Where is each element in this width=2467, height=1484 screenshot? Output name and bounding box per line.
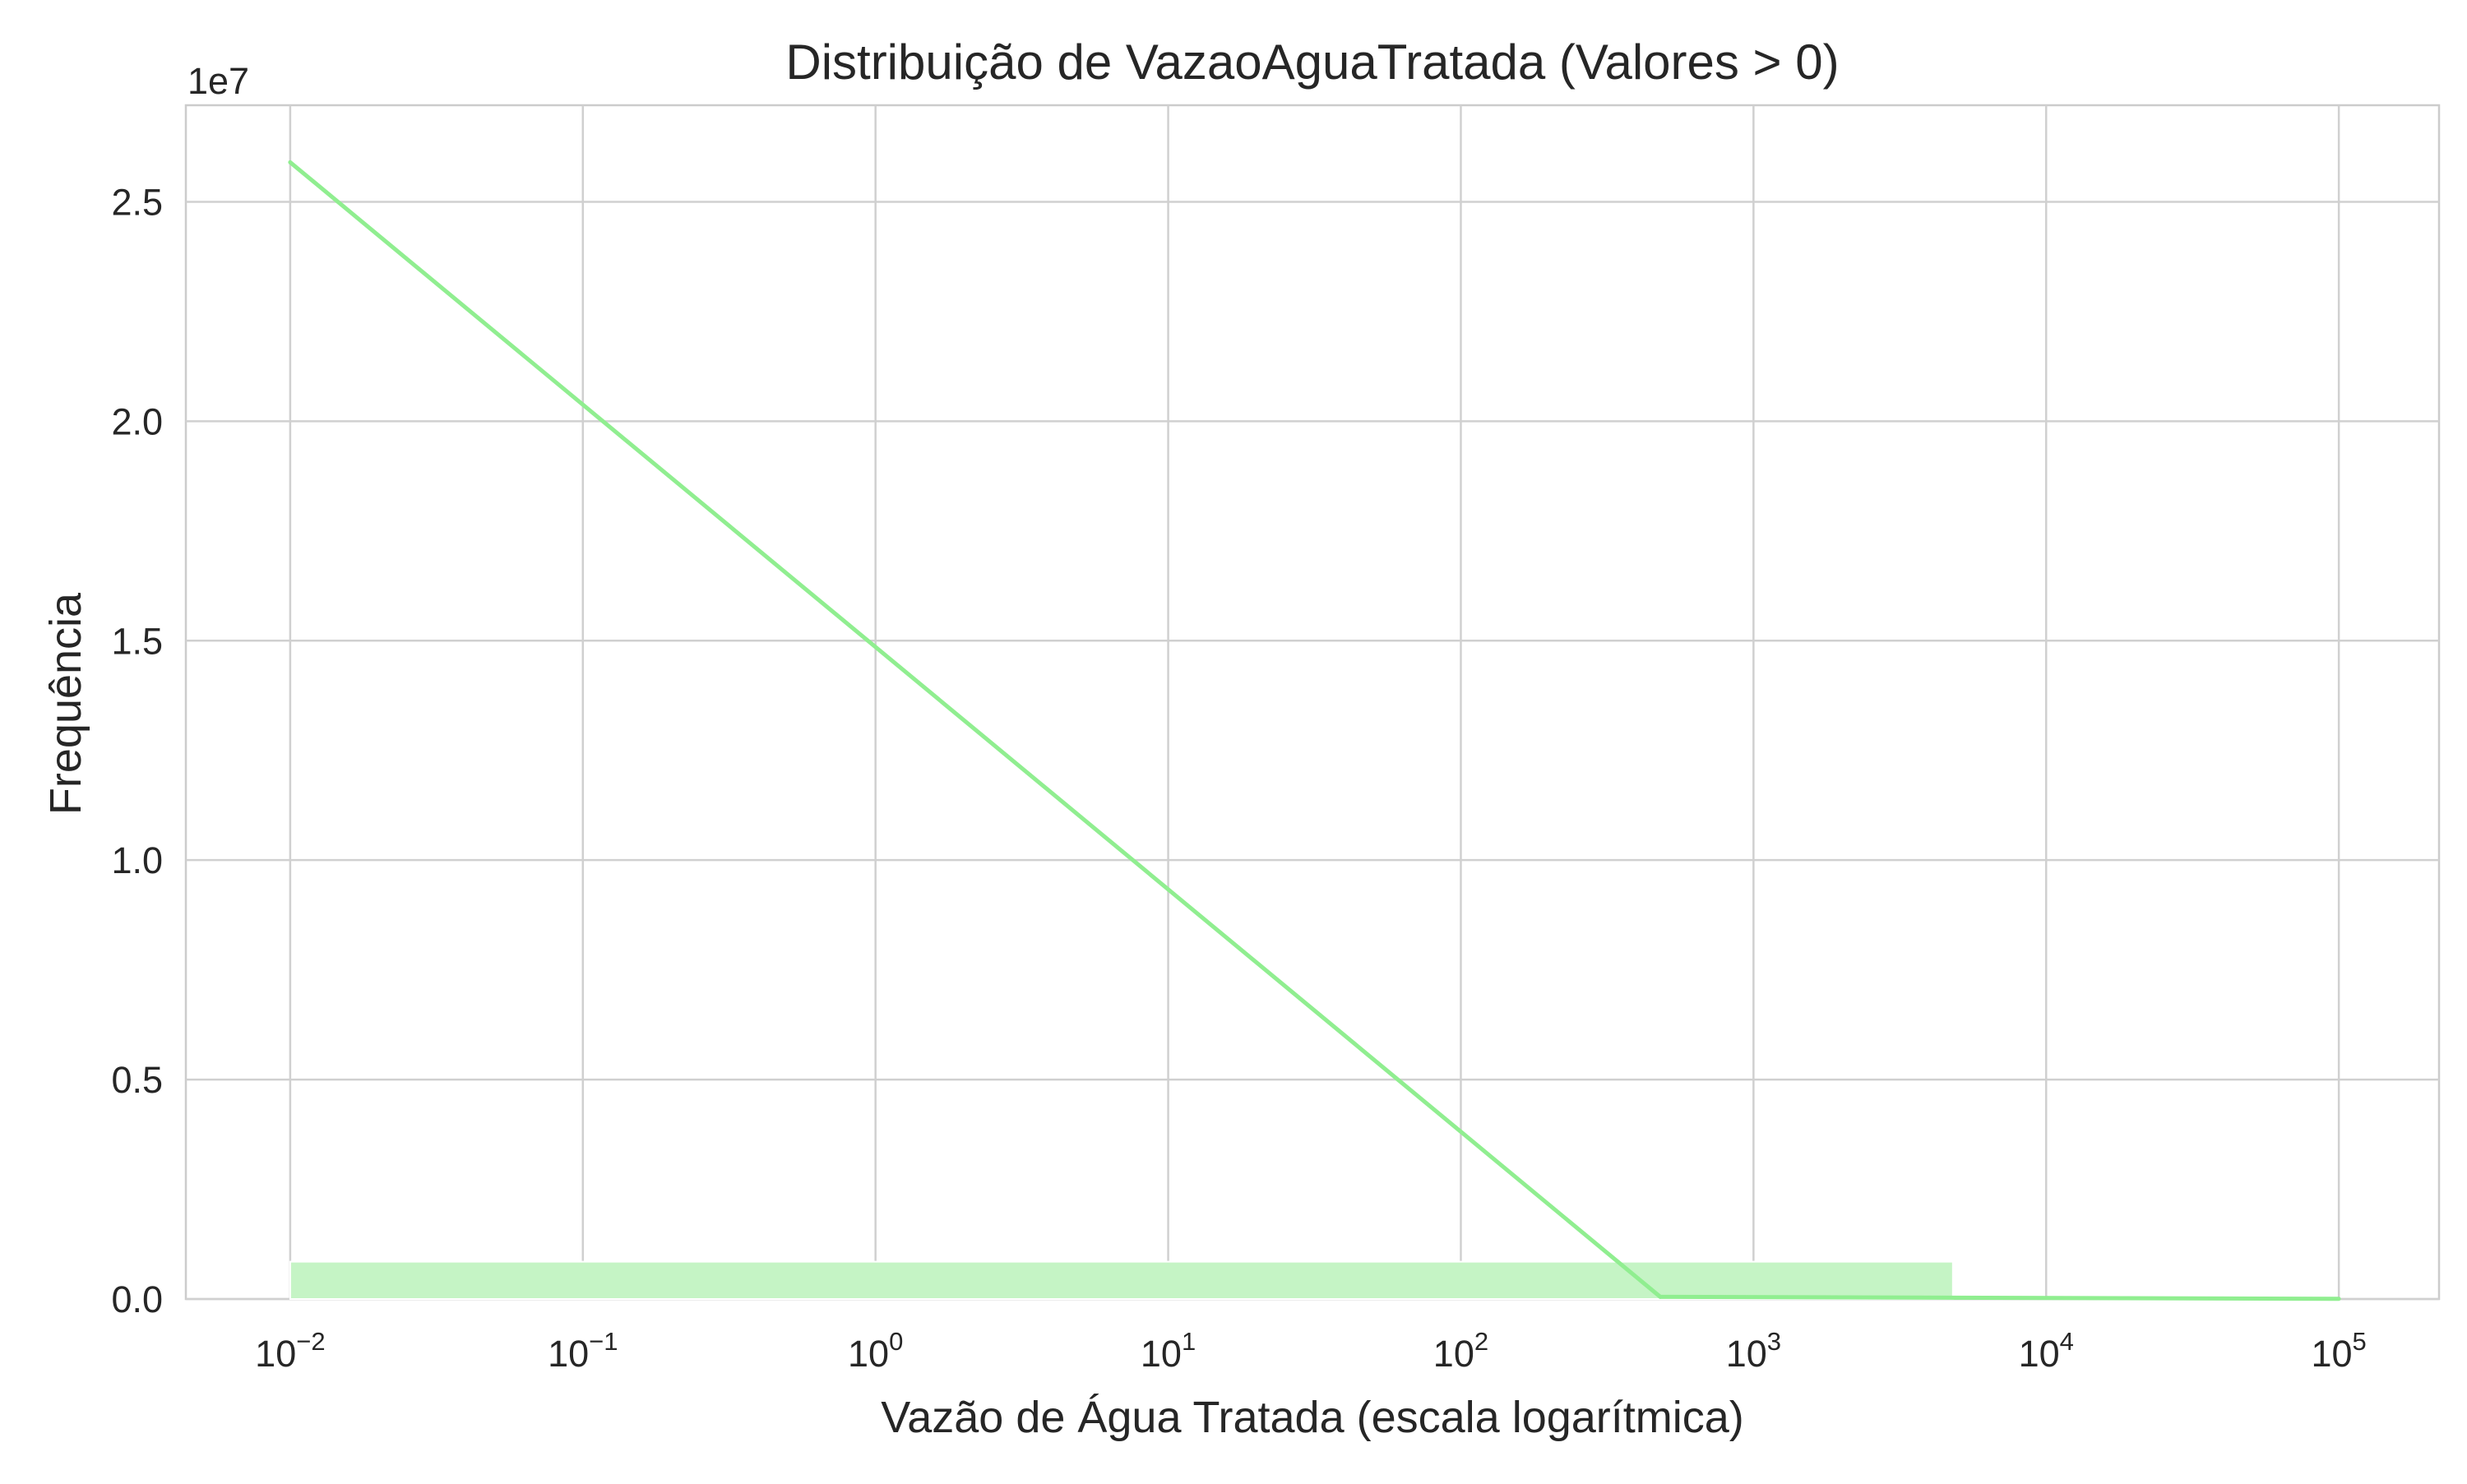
grid-lines <box>186 105 2439 1301</box>
y-offset-label: 1e7 <box>187 60 249 102</box>
x-axis-ticks: 10−2 10−1 100 101 102 103 104 105 <box>255 1327 2367 1375</box>
y-tick-label: 1.0 <box>111 839 163 881</box>
y-axis-label: Frequência <box>41 592 90 815</box>
y-tick-label: 0.0 <box>111 1278 163 1320</box>
x-axis-label: Vazão de Água Tratada (escala logarítmic… <box>881 1393 1744 1442</box>
x-tick-label: 103 <box>1726 1327 1781 1375</box>
kde-line-segment <box>288 159 1663 1299</box>
x-tick-label: 102 <box>1433 1327 1488 1375</box>
x-tick-label: 104 <box>2019 1327 2074 1375</box>
x-tick-label: 100 <box>848 1327 903 1375</box>
x-tick-label: 105 <box>2311 1327 2366 1375</box>
kde-lines <box>288 159 2341 1301</box>
x-tick-label: 10−2 <box>255 1327 325 1375</box>
x-tick-label: 101 <box>1141 1327 1196 1375</box>
plot-area <box>184 104 2441 1301</box>
y-tick-label: 1.5 <box>111 620 163 662</box>
histogram-bar <box>289 1260 1954 1300</box>
y-tick-label: 2.0 <box>111 400 163 442</box>
kde-line-segment <box>1658 1294 2341 1301</box>
chart-title: Distribuição de VazaoAguaTratada (Valore… <box>785 35 1839 90</box>
histogram-bars <box>289 1260 1954 1300</box>
y-tick-label: 2.5 <box>111 181 163 223</box>
y-tick-label: 0.5 <box>111 1059 163 1101</box>
y-axis-ticks: 0.0 0.5 1.0 1.5 2.0 2.5 <box>111 181 163 1320</box>
x-tick-label: 10−1 <box>548 1327 618 1375</box>
